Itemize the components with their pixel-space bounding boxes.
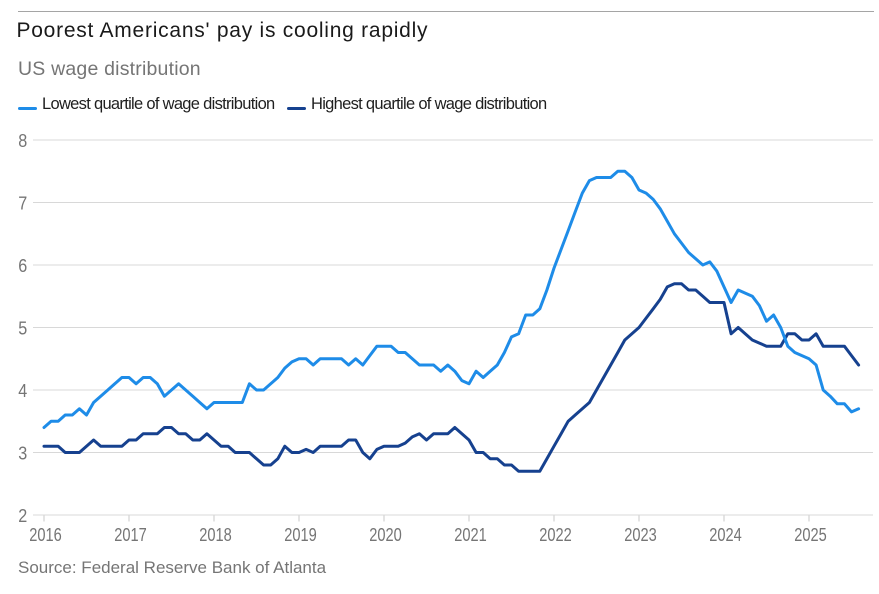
svg-text:2025: 2025 <box>794 525 827 545</box>
svg-text:2017: 2017 <box>114 525 147 545</box>
svg-text:7: 7 <box>18 194 27 214</box>
svg-text:8: 8 <box>18 131 27 151</box>
svg-text:2024: 2024 <box>709 525 742 545</box>
svg-text:6: 6 <box>18 256 27 276</box>
svg-text:4: 4 <box>18 381 27 401</box>
svg-text:2021: 2021 <box>454 525 487 545</box>
svg-text:2016: 2016 <box>29 525 62 545</box>
svg-text:2019: 2019 <box>284 525 317 545</box>
svg-text:2022: 2022 <box>539 525 572 545</box>
svg-text:2018: 2018 <box>199 525 232 545</box>
svg-text:2023: 2023 <box>624 525 657 545</box>
svg-text:2: 2 <box>18 506 27 526</box>
svg-text:2020: 2020 <box>369 525 402 545</box>
svg-text:5: 5 <box>18 319 27 339</box>
svg-text:3: 3 <box>18 444 27 464</box>
